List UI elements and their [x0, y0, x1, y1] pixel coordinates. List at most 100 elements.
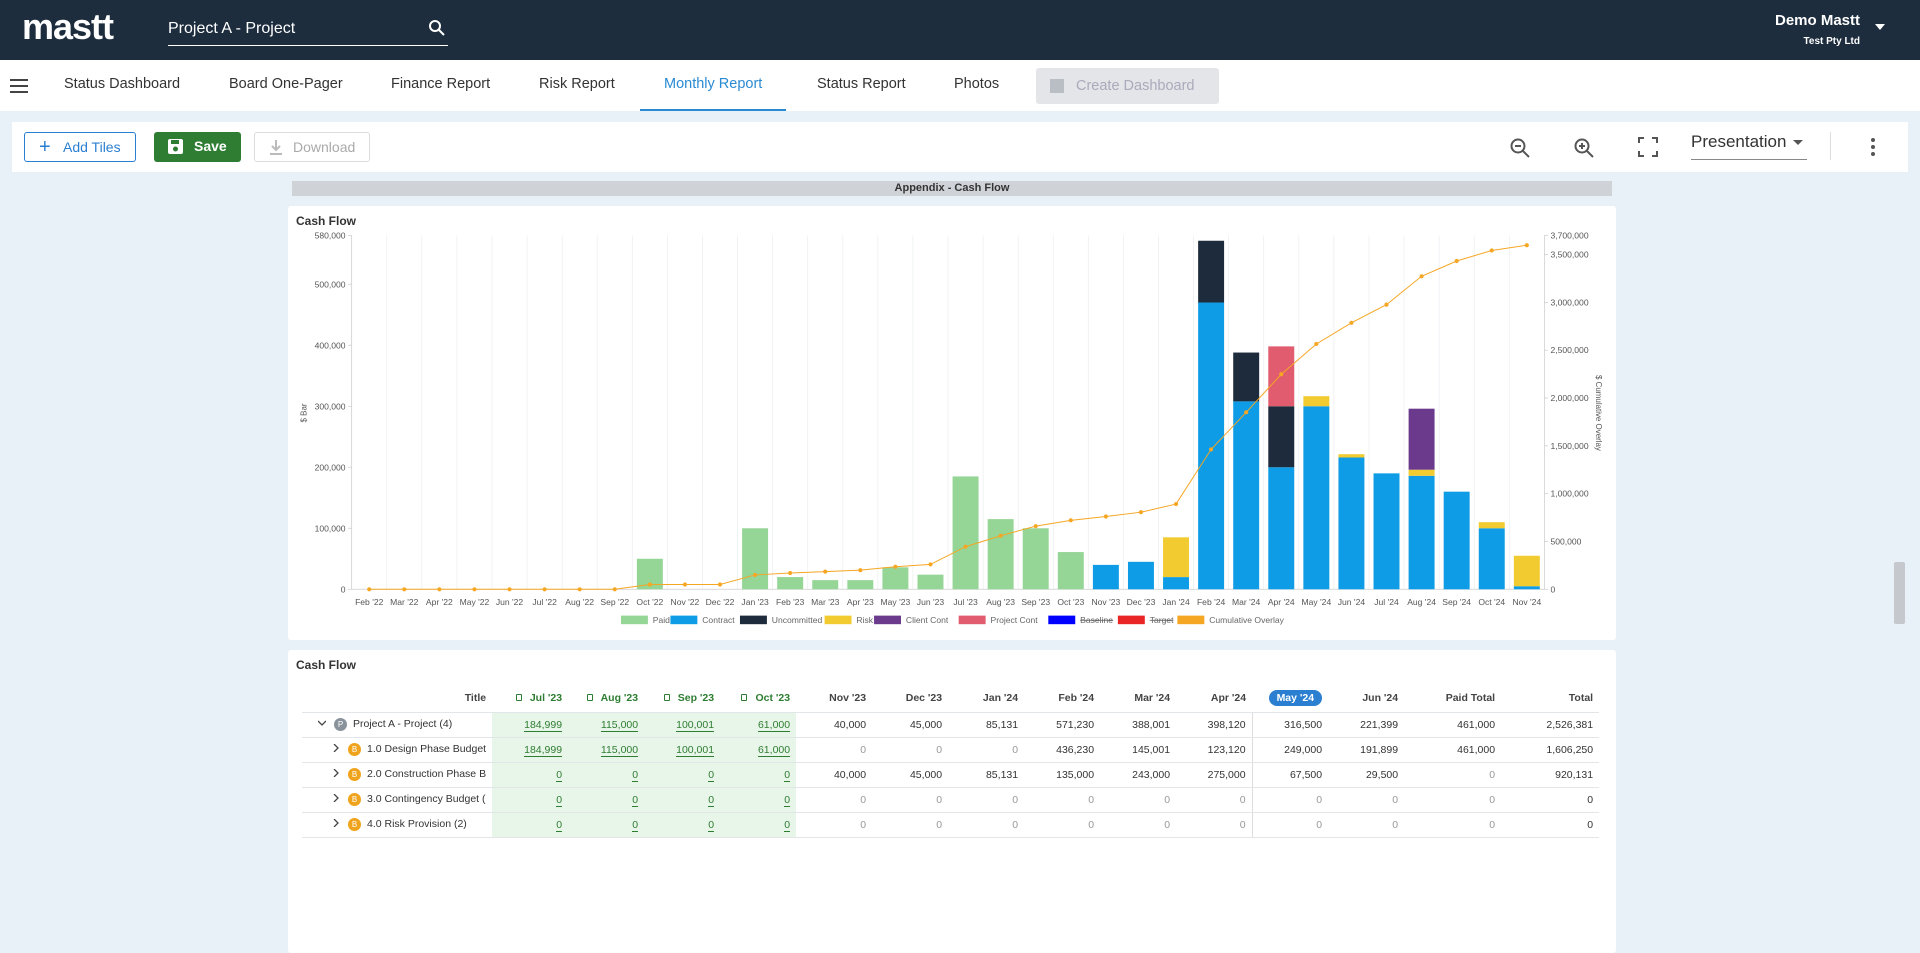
bar-segment [1198, 240, 1225, 303]
column-header[interactable]: Total [1501, 684, 1600, 713]
legend-swatch[interactable] [1048, 615, 1076, 625]
cell-value: 145,001 [1132, 743, 1171, 756]
row-title[interactable]: B 3.0 Contingency Budget ( [302, 787, 493, 813]
bar-segment [1057, 552, 1084, 590]
value-cell: 100,001 [644, 712, 721, 738]
nav-tab[interactable]: Photos [954, 76, 1000, 92]
save-button[interactable]: Save [154, 132, 241, 162]
column-header[interactable]: May '24 [1252, 684, 1329, 713]
legend-label[interactable]: Uncommitted [772, 615, 823, 625]
column-header[interactable]: Nov '23 [796, 684, 873, 713]
bar-segment [1022, 528, 1049, 590]
cell-value: 100,001 [676, 743, 715, 757]
menu-icon[interactable] [10, 78, 30, 94]
cell-value: 40,000 [833, 718, 867, 731]
view-select[interactable]: Presentation [1691, 132, 1807, 160]
legend-swatch[interactable] [958, 615, 986, 625]
line-point [1349, 320, 1354, 325]
cell-value: 1,606,250 [1546, 743, 1594, 756]
column-label: Feb '24 [1058, 691, 1095, 704]
fullscreen[interactable] [1638, 137, 1658, 157]
legend-swatch[interactable] [1117, 615, 1145, 625]
row-title[interactable]: P Project A - Project (4) [302, 712, 493, 738]
legend-swatch[interactable] [824, 615, 852, 625]
more-menu[interactable] [1870, 137, 1876, 157]
legend-swatch[interactable] [874, 615, 901, 625]
line-point [1524, 243, 1529, 248]
legend-swatch[interactable] [739, 615, 767, 625]
nav-tab[interactable]: Status Report [817, 76, 906, 92]
column-header[interactable]: Paid Total [1404, 684, 1502, 713]
value-cell: 398,120 [1176, 712, 1253, 738]
legend-label[interactable]: Contract [702, 615, 735, 625]
value-cell: 1,606,250 [1501, 737, 1600, 763]
row-title[interactable]: B 4.0 Risk Provision (2) [302, 812, 493, 838]
value-cell: 0 [1176, 787, 1253, 813]
column-header[interactable]: Title [302, 684, 493, 713]
column-header[interactable]: Jan '24 [948, 684, 1025, 713]
nav-tab[interactable]: Board One-Pager [229, 76, 343, 92]
row-title[interactable]: B 2.0 Construction Phase B [302, 762, 493, 788]
cell-value: 243,000 [1132, 768, 1171, 781]
legend-swatch[interactable] [620, 615, 648, 625]
column-header[interactable]: Jun '24 [1328, 684, 1405, 713]
legend-swatch[interactable] [670, 615, 698, 625]
legend-label[interactable]: Project Cont [991, 615, 1039, 625]
cell-value: 0 [632, 768, 639, 782]
cell-value: 0 [1164, 818, 1171, 831]
download-button[interactable]: Download [254, 132, 371, 162]
column-header[interactable]: Sep '23 [644, 684, 721, 713]
add-tiles-button[interactable]: + Add Tiles [24, 132, 136, 162]
column-label: Nov '23 [829, 691, 867, 704]
card-title: Cash Flow [296, 658, 357, 672]
legend-label[interactable]: Paid [653, 615, 670, 625]
bar-segment [952, 476, 979, 590]
nav-tab[interactable]: Monthly Report [640, 60, 787, 111]
legend-swatch[interactable] [1177, 615, 1205, 625]
cell-value: 0 [1088, 793, 1095, 806]
value-cell: 0 [644, 762, 721, 788]
logo[interactable]: mastt [22, 6, 114, 47]
expand-chevron [333, 743, 339, 753]
nav-tab[interactable]: Status Dashboard [64, 76, 181, 92]
x-tick-label: Aug '23 [986, 597, 1015, 607]
bar-segment [1478, 522, 1505, 529]
cell-value: 0 [1587, 793, 1594, 806]
column-header[interactable]: Feb '24 [1024, 684, 1101, 713]
column-header[interactable]: Jul '23 [492, 684, 569, 713]
column-label: Paid Total [1445, 691, 1496, 704]
column-header[interactable]: Apr '24 [1176, 684, 1253, 713]
nav-tab[interactable]: Finance Report [391, 76, 491, 92]
search-icon[interactable] [428, 19, 446, 37]
cell-value: 0 [1012, 818, 1019, 831]
column-header[interactable]: Mar '24 [1100, 684, 1177, 713]
x-tick-label: May '23 [881, 597, 911, 607]
user-name[interactable]: Demo Mastt [1774, 12, 1860, 29]
column-header[interactable]: Aug '23 [568, 684, 645, 713]
line-point [1279, 372, 1284, 377]
legend-label[interactable]: Target [1150, 615, 1174, 625]
zoom-in[interactable] [1573, 137, 1595, 159]
row-title[interactable]: B 1.0 Design Phase Budget [302, 737, 493, 763]
user-menu-caret[interactable] [1875, 24, 1885, 32]
column-header[interactable]: Oct '23 [720, 684, 797, 713]
cell-value: 275,000 [1207, 768, 1246, 781]
zoom-out[interactable] [1509, 137, 1531, 159]
value-cell: 123,120 [1176, 737, 1253, 763]
value-cell: 316,500 [1251, 712, 1329, 738]
nav-tab[interactable]: Create Dashboard [1036, 68, 1219, 104]
nav-tab[interactable]: Risk Report [539, 76, 615, 92]
legend-label[interactable]: Cumulative Overlay [1209, 615, 1284, 625]
x-tick-label: Mar '24 [1232, 597, 1261, 607]
scrollbar[interactable] [1894, 562, 1905, 624]
expand-chevron [317, 720, 327, 726]
value-cell: 0 [1404, 787, 1502, 813]
bar-segment [1303, 396, 1330, 407]
legend-label[interactable]: Risk [856, 615, 873, 625]
legend-label[interactable]: Baseline [1080, 615, 1113, 625]
legend-label[interactable]: Client Cont [906, 615, 949, 625]
value-cell: 0 [948, 737, 1025, 763]
search-field[interactable]: Project A - Project [168, 16, 448, 46]
column-header[interactable]: Dec '23 [872, 684, 949, 713]
